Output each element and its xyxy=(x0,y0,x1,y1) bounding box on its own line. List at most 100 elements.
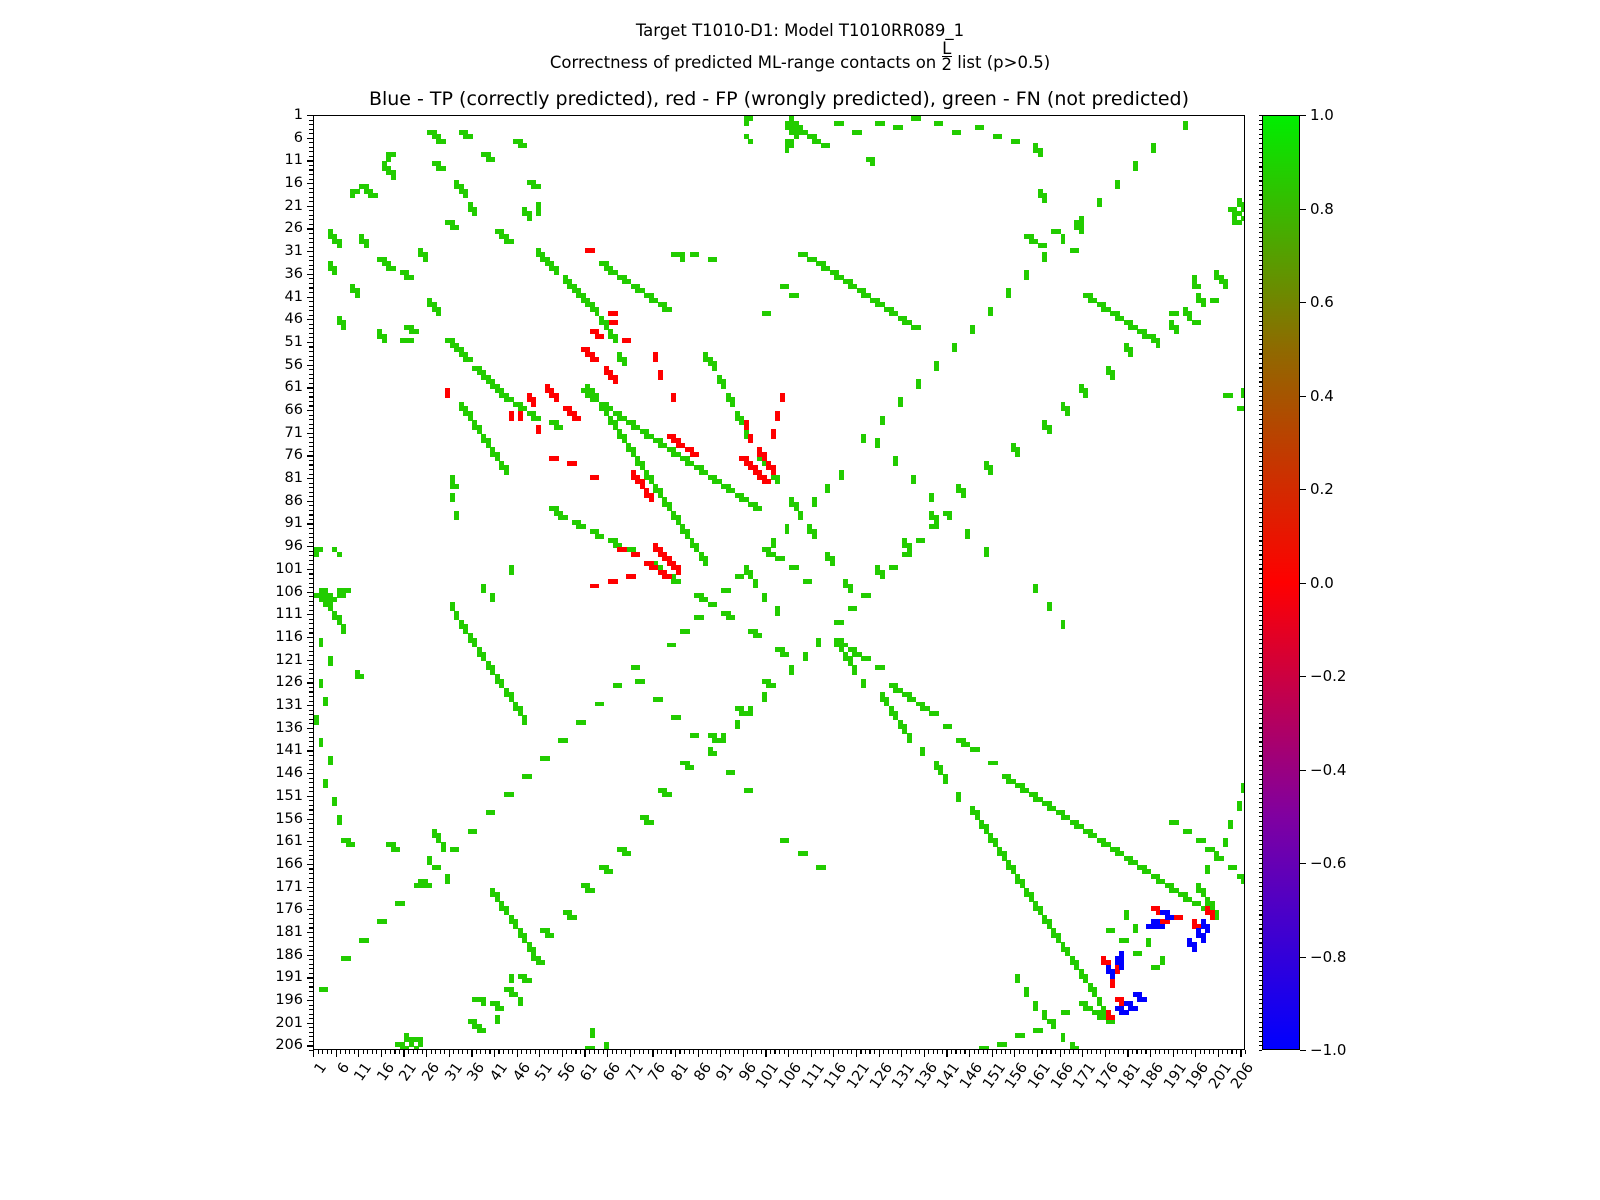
contact-cell-fn xyxy=(467,637,473,643)
contact-cell-fn xyxy=(770,551,776,557)
contact-cell-fn xyxy=(390,846,396,852)
contact-cell-fn xyxy=(621,279,627,285)
contact-cell-fn xyxy=(463,134,469,140)
contact-cell-fn xyxy=(499,234,505,239)
y-tick-minor xyxy=(309,777,313,779)
x-tick-minor xyxy=(349,1050,351,1054)
contact-cell-fn xyxy=(504,397,509,403)
x-tick-minor xyxy=(1208,1050,1210,1054)
contact-cell-fn xyxy=(1200,905,1206,911)
y-tick-label: 46 xyxy=(284,311,303,328)
contact-cell-fn xyxy=(748,501,754,507)
contact-cell-fn xyxy=(494,892,500,898)
contact-cell-fn xyxy=(485,379,491,385)
contact-cell-fn xyxy=(897,397,903,403)
contact-cell-fp xyxy=(612,311,618,317)
colorbar-minor-tick xyxy=(1258,171,1262,173)
colorbar-minor-tick xyxy=(1258,722,1262,724)
contact-cell-fn xyxy=(440,842,446,848)
contact-cell-fn xyxy=(571,288,577,294)
contact-cell-fn xyxy=(897,401,903,407)
contact-cell-fn xyxy=(1024,787,1030,793)
colorbar[interactable]: 1.0 0.8 0.6 0.4 0.2 0.0 −0.2 −0.4 −0.6 −0.8 −1.0 xyxy=(1258,106,1346,1059)
contact-cell-fn xyxy=(1046,606,1052,612)
contact-cell-fn xyxy=(544,928,550,934)
y-tick-minor xyxy=(309,655,313,657)
y-tick-minor xyxy=(309,845,313,847)
contact-cell-fn xyxy=(1042,243,1048,249)
contact-cell-fn xyxy=(585,388,591,394)
contact-cell-fn xyxy=(567,914,573,920)
contact-cell-fn xyxy=(657,442,663,448)
contact-cell-fn xyxy=(1096,996,1102,1002)
contact-cell-fn xyxy=(1065,1010,1070,1016)
contact-cell-fn xyxy=(1087,1005,1093,1011)
contact-cell-fn xyxy=(956,488,962,494)
contact-cell-fn xyxy=(902,538,908,544)
x-tick-minor xyxy=(892,1050,894,1054)
contact-cell-fn xyxy=(490,156,496,162)
contact-cell-fn xyxy=(694,465,699,471)
contact-cell-fn xyxy=(381,338,387,344)
contact-cell-fn xyxy=(761,597,767,603)
contact-cell-fn xyxy=(789,116,795,121)
contact-cell-fn xyxy=(897,719,903,725)
contact-cell-tp xyxy=(1146,923,1152,929)
contact-cell-fn xyxy=(323,783,329,789)
contact-cell-fn xyxy=(775,647,781,653)
contact-cell-fn xyxy=(694,592,699,598)
colorbar-minor-tick xyxy=(1258,161,1262,163)
contact-cell-fn xyxy=(1037,188,1043,194)
contact-cell-fn xyxy=(635,665,641,671)
contact-cell-fn xyxy=(1236,197,1242,203)
x-tick-major xyxy=(855,1050,858,1057)
contact-cell-fp xyxy=(630,551,636,557)
contact-cell-fn xyxy=(1105,370,1111,376)
contact-cell-fn xyxy=(1069,1041,1075,1047)
colorbar-minor-tick xyxy=(1258,820,1262,823)
y-tick-minor xyxy=(309,282,313,285)
contact-cell-fn xyxy=(933,710,939,716)
colorbar-minor-tick xyxy=(1258,629,1262,631)
y-tick-minor xyxy=(309,464,313,466)
contact-cell-fn xyxy=(1160,955,1165,961)
contact-cell-fn xyxy=(531,415,537,421)
contact-cell-fn xyxy=(766,678,772,684)
contact-cell-fn xyxy=(386,842,392,848)
y-tick-minor xyxy=(309,428,313,430)
contact-cell-fn xyxy=(603,1041,609,1047)
y-tick-label: 176 xyxy=(275,901,303,918)
contact-cell-fp xyxy=(770,465,776,471)
contact-map-plot[interactable]: 1 6 11 16 21 26 31 36 41 46 51 56 61 66 71 76 81 86 91 96 10… xyxy=(275,107,1257,1092)
contact-cell-fn xyxy=(540,252,546,258)
contact-cell-fn xyxy=(820,864,826,870)
contact-cell-fn xyxy=(1074,1046,1080,1049)
y-tick-label: 196 xyxy=(275,992,303,1009)
x-tick-minor xyxy=(475,1050,477,1054)
contact-cell-fn xyxy=(1046,429,1052,435)
contact-cell-fn xyxy=(743,497,749,503)
contact-cell-fn xyxy=(427,883,433,889)
contact-cell-fn xyxy=(327,656,333,662)
x-tick-minor xyxy=(693,1050,695,1054)
y-tick-minor xyxy=(309,950,313,952)
contact-cell-fn xyxy=(463,406,469,412)
contact-cell-fp xyxy=(662,551,668,557)
contact-cell-fn xyxy=(1051,932,1057,938)
contact-cell-fn xyxy=(1015,973,1021,979)
contact-cell-fn xyxy=(725,588,731,594)
contact-cell-fn xyxy=(811,138,817,144)
contact-cell-fn xyxy=(1236,406,1242,412)
contact-cell-fn xyxy=(490,447,496,453)
contact-cell-fn xyxy=(929,515,935,521)
contact-cell-fn xyxy=(829,560,835,566)
contact-cell-fn xyxy=(454,224,460,230)
contact-cell-fn xyxy=(725,488,731,494)
contact-cell-fn xyxy=(612,270,618,276)
x-tick-minor xyxy=(484,1050,487,1054)
contact-cell-fn xyxy=(359,238,365,244)
contact-cell-fn xyxy=(707,256,713,262)
y-tick-major xyxy=(306,636,313,639)
contact-cell-fn xyxy=(770,538,776,544)
contact-cell-fn xyxy=(847,647,853,653)
